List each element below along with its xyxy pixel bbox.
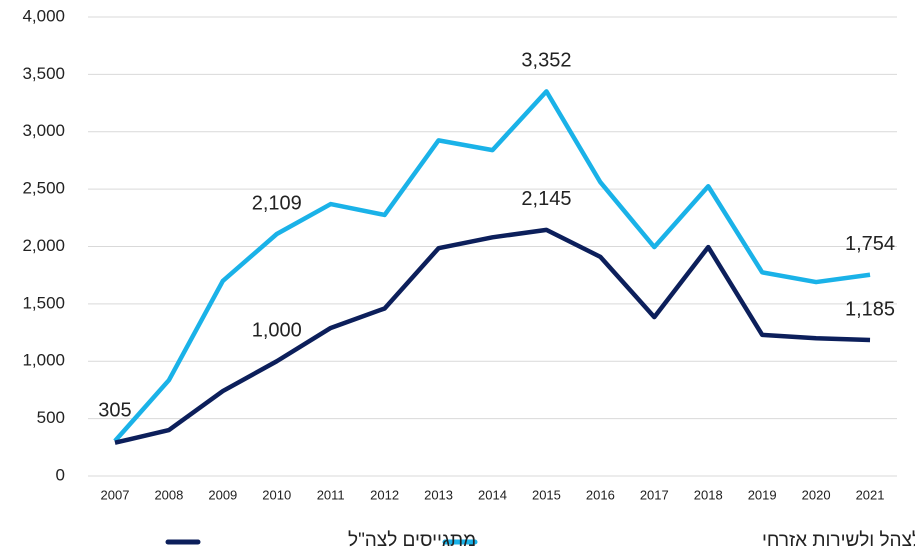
x-tick-label: 2015 bbox=[532, 487, 561, 502]
y-tick-label: 2,000 bbox=[22, 236, 65, 255]
x-tick-label: 2011 bbox=[317, 487, 345, 502]
data-label: 2,145 bbox=[521, 188, 571, 210]
y-tick-label: 3,500 bbox=[22, 64, 65, 83]
series-line bbox=[113, 89, 871, 443]
x-tick-label: 2014 bbox=[478, 487, 507, 502]
y-tick-label: 4,000 bbox=[22, 6, 65, 25]
x-tick-label: 2008 bbox=[154, 487, 183, 502]
x-tick-label: 2018 bbox=[694, 487, 723, 502]
data-label: 1,000 bbox=[252, 320, 302, 342]
data-label: 1,754 bbox=[845, 233, 895, 255]
y-tick-label: 1,500 bbox=[22, 293, 65, 312]
x-tick-label: 2020 bbox=[802, 487, 831, 502]
y-tick-label: 0 bbox=[56, 465, 65, 484]
y-tick-label: 1,000 bbox=[22, 351, 65, 370]
legend-label: מתגייסים לצהל ולשירות אזרחי bbox=[762, 530, 915, 551]
x-tick-label: 2017 bbox=[640, 487, 669, 502]
legend-label: מתגייסים לצה"ל bbox=[348, 530, 476, 551]
data-label: 2,109 bbox=[252, 192, 302, 214]
x-tick-label: 2013 bbox=[424, 487, 453, 502]
x-tick-label: 2012 bbox=[370, 487, 399, 502]
data-label: 1,185 bbox=[845, 298, 895, 320]
x-tick-label: 2016 bbox=[586, 487, 615, 502]
y-tick-label: 2,500 bbox=[22, 179, 65, 198]
x-tick-label: 2021 bbox=[856, 487, 885, 502]
x-tick-label: 2009 bbox=[208, 487, 237, 502]
x-tick-label: 2019 bbox=[748, 487, 777, 502]
series-line bbox=[114, 227, 871, 445]
x-tick-label: 2010 bbox=[262, 487, 291, 502]
data-label: 305 bbox=[98, 399, 131, 421]
data-label: 3,352 bbox=[521, 50, 571, 72]
y-tick-label: 500 bbox=[37, 408, 65, 427]
x-tick-label: 2007 bbox=[101, 487, 130, 502]
y-tick-label: 3,000 bbox=[22, 121, 65, 140]
